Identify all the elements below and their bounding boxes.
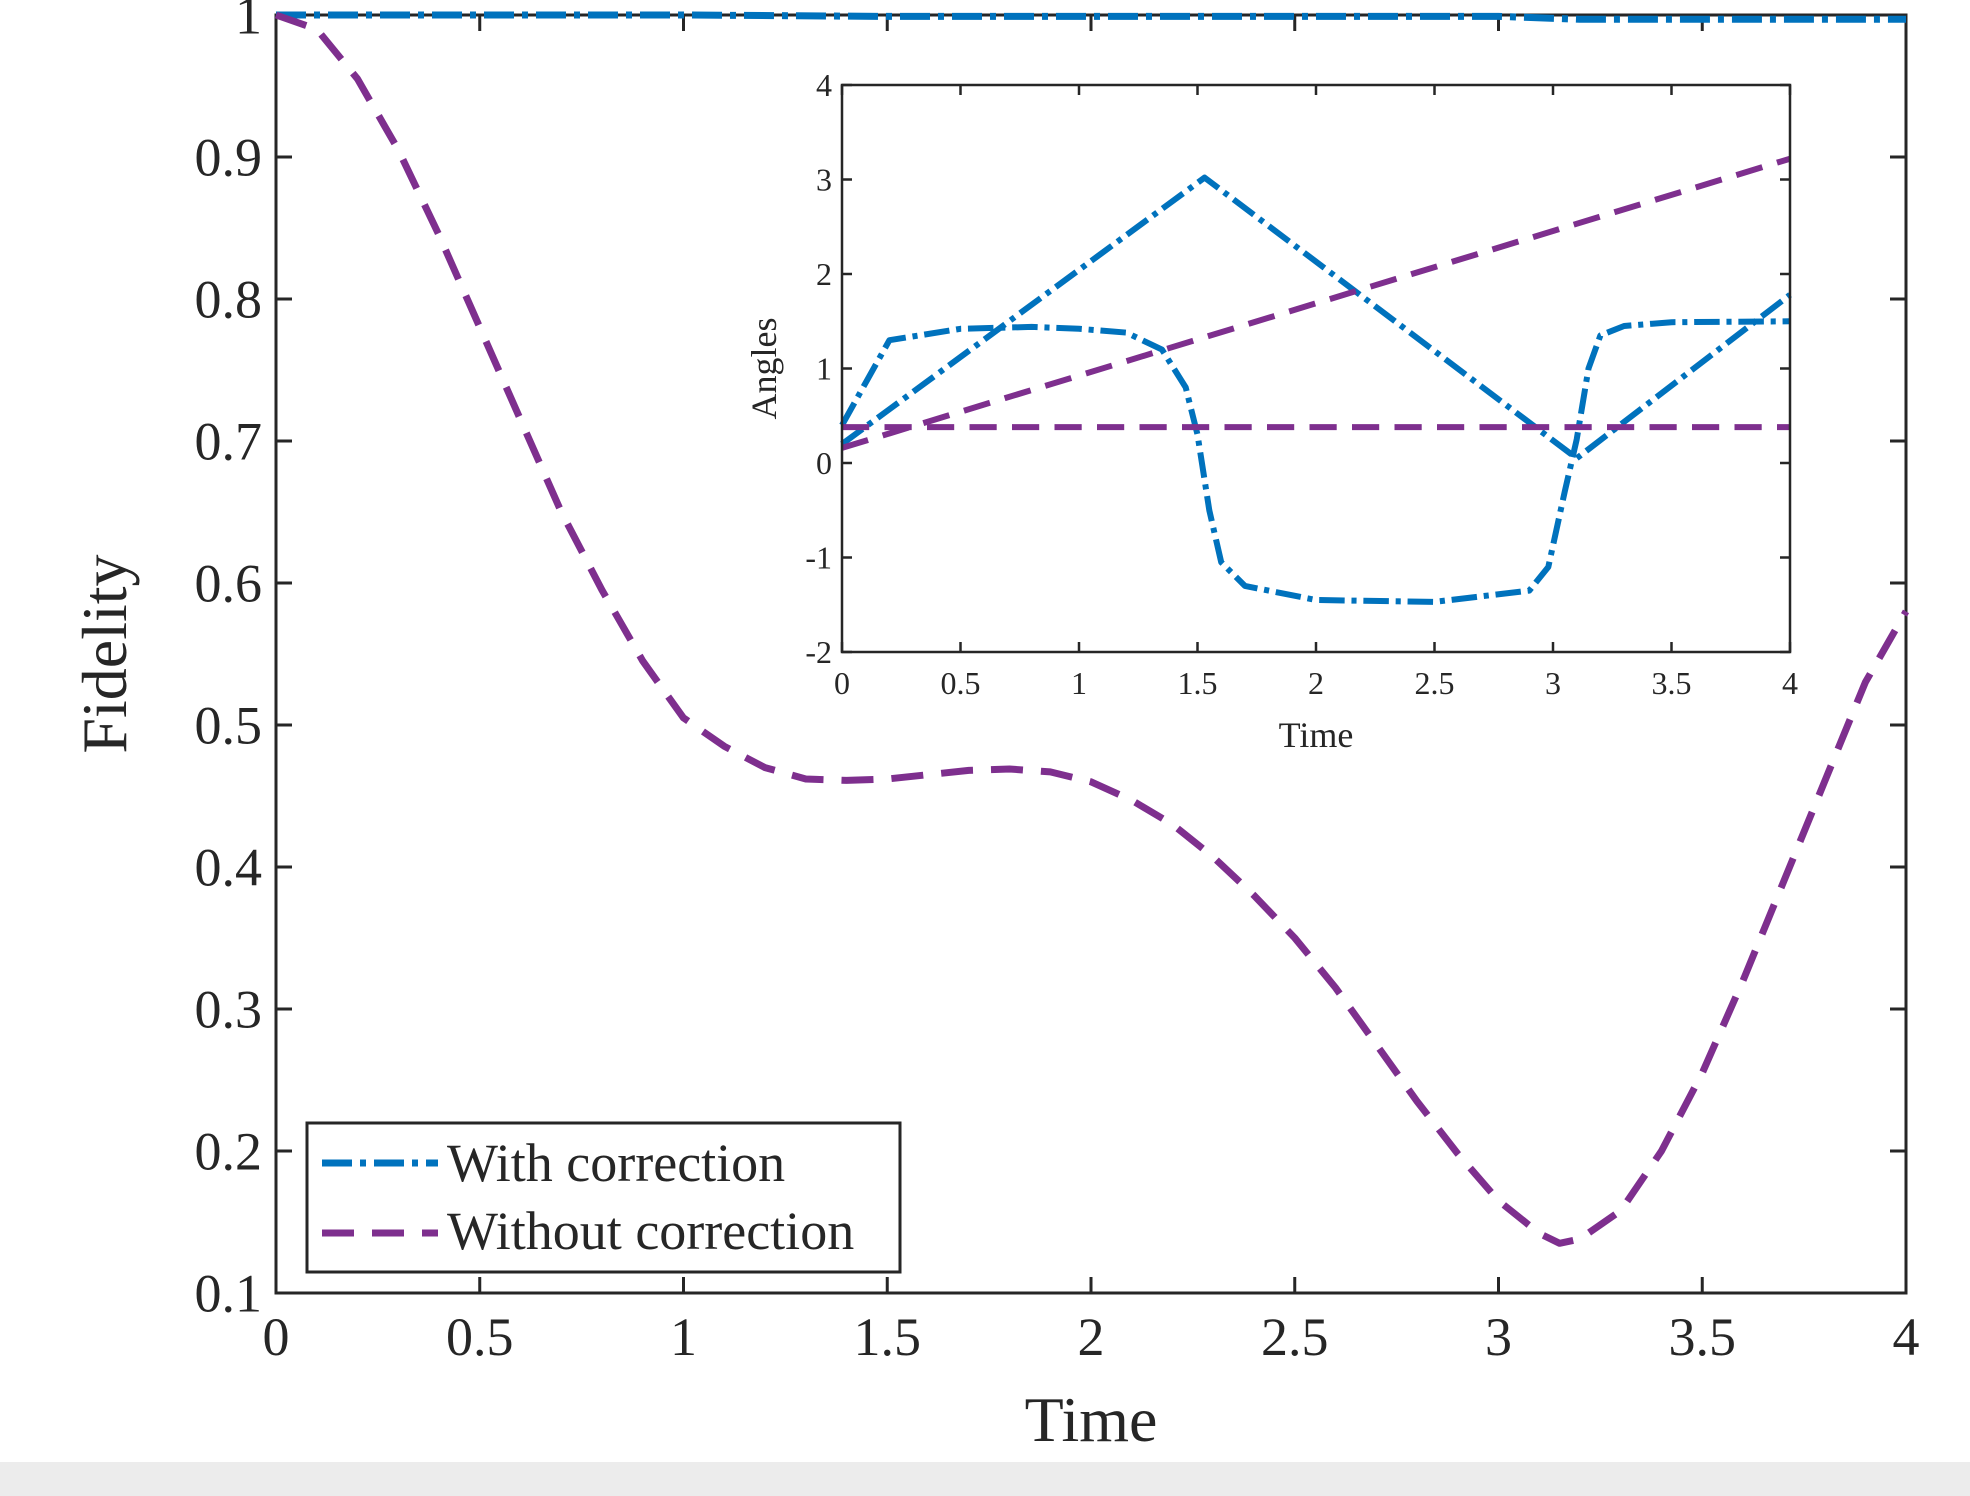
main-series-line-1 xyxy=(274,11,1910,1247)
inset-series-group xyxy=(839,155,1792,605)
main-y-tick-label: 0.2 xyxy=(195,1121,263,1181)
main-x-tick-label: 3 xyxy=(1485,1307,1512,1367)
main-x-tick-label: 2 xyxy=(1078,1307,1105,1367)
main-x-tick-label: 1.5 xyxy=(854,1307,922,1367)
main-x-tick-label: 0.5 xyxy=(446,1307,514,1367)
legend-label-without-correction: Without correction xyxy=(447,1201,854,1261)
main-x-tick-label: 2.5 xyxy=(1261,1307,1329,1367)
inset-series-line-0 xyxy=(839,318,1791,605)
inset-y-tick-label: 3 xyxy=(816,161,832,197)
inset-x-tick-label: 4 xyxy=(1782,665,1798,701)
main-y-axis-label: Fidelity xyxy=(69,554,140,753)
main-series-line-0 xyxy=(276,11,1906,23)
main-y-tick-label: 0.3 xyxy=(195,979,263,1039)
inset-chart: 0 0.5 1 1.5 2 2.5 3 3.5 4 -2 -1 0 1 2 3 4 Time Angles xyxy=(744,67,1798,755)
main-x-tick-label: 3.5 xyxy=(1669,1307,1737,1367)
inset-y-tick-label: 4 xyxy=(816,67,832,103)
inset-x-tick-label: 1 xyxy=(1071,665,1087,701)
inset-series-line-1 xyxy=(840,174,1792,462)
main-x-tick-label: 0 xyxy=(263,1307,290,1367)
inset-x-tick-label: 0 xyxy=(834,665,850,701)
window-bottom-bar xyxy=(0,1462,1970,1496)
legend-box xyxy=(305,1121,902,1274)
main-y-tick-label: 0.4 xyxy=(195,837,263,897)
inset-x-axis: 0 0.5 1 1.5 2 2.5 3 3.5 4 xyxy=(834,85,1798,701)
inset-y-tick-label: -1 xyxy=(805,539,832,575)
main-y-axis: 0.1 0.2 0.3 0.4 0.5 0.6 0.7 0.8 0.9 1 xyxy=(195,0,1906,1323)
main-x-tick-label: 4 xyxy=(1893,1307,1920,1367)
main-chart: 0 0.5 1 1.5 2 2.5 3 3.5 4 0.10.20.30.40.50.60.70… xyxy=(69,0,1920,1455)
main-y-tick-label: 0.7 xyxy=(195,411,263,471)
legend: With correction Without correction xyxy=(305,1121,902,1274)
main-y-tick-label: 0.5 xyxy=(195,695,263,755)
main-y-tick-label: 1 xyxy=(235,0,262,45)
inset-x-tick-label: 1.5 xyxy=(1178,665,1218,701)
inset-x-tick-label: 3 xyxy=(1545,665,1561,701)
inset-x-tick-label: 2.5 xyxy=(1415,665,1455,701)
main-series-group xyxy=(274,11,1910,1247)
inset-y-axis-label: Angles xyxy=(744,318,784,420)
inset-x-axis-label: Time xyxy=(1279,715,1354,755)
main-y-tick-label: 0.6 xyxy=(195,553,263,613)
main-y-tick-label: 0.9 xyxy=(195,127,263,187)
main-y-tick-label: 0.8 xyxy=(195,269,263,329)
inset-x-tick-label: 0.5 xyxy=(941,665,981,701)
inset-x-tick-label: 3.5 xyxy=(1652,665,1692,701)
inset-background xyxy=(842,85,1790,652)
main-x-axis-label: Time xyxy=(1025,1384,1158,1455)
legend-label-with-correction: With correction xyxy=(447,1133,785,1193)
inset-x-tick-label: 2 xyxy=(1308,665,1324,701)
inset-series-line-3 xyxy=(841,155,1791,451)
inset-y-axis: -2 -1 0 1 2 3 4 xyxy=(805,67,1790,670)
main-x-axis: 0 0.5 1 1.5 2 2.5 3 3.5 4 xyxy=(263,15,1920,1367)
main-y-tick-label: 0.1 xyxy=(195,1263,263,1323)
inset-y-tick-label: 0 xyxy=(816,445,832,481)
main-x-tick-label: 1 xyxy=(670,1307,697,1367)
inset-y-tick-label: 1 xyxy=(816,350,832,386)
inset-y-tick-label: 2 xyxy=(816,256,832,292)
inset-y-tick-label: -2 xyxy=(805,634,832,670)
